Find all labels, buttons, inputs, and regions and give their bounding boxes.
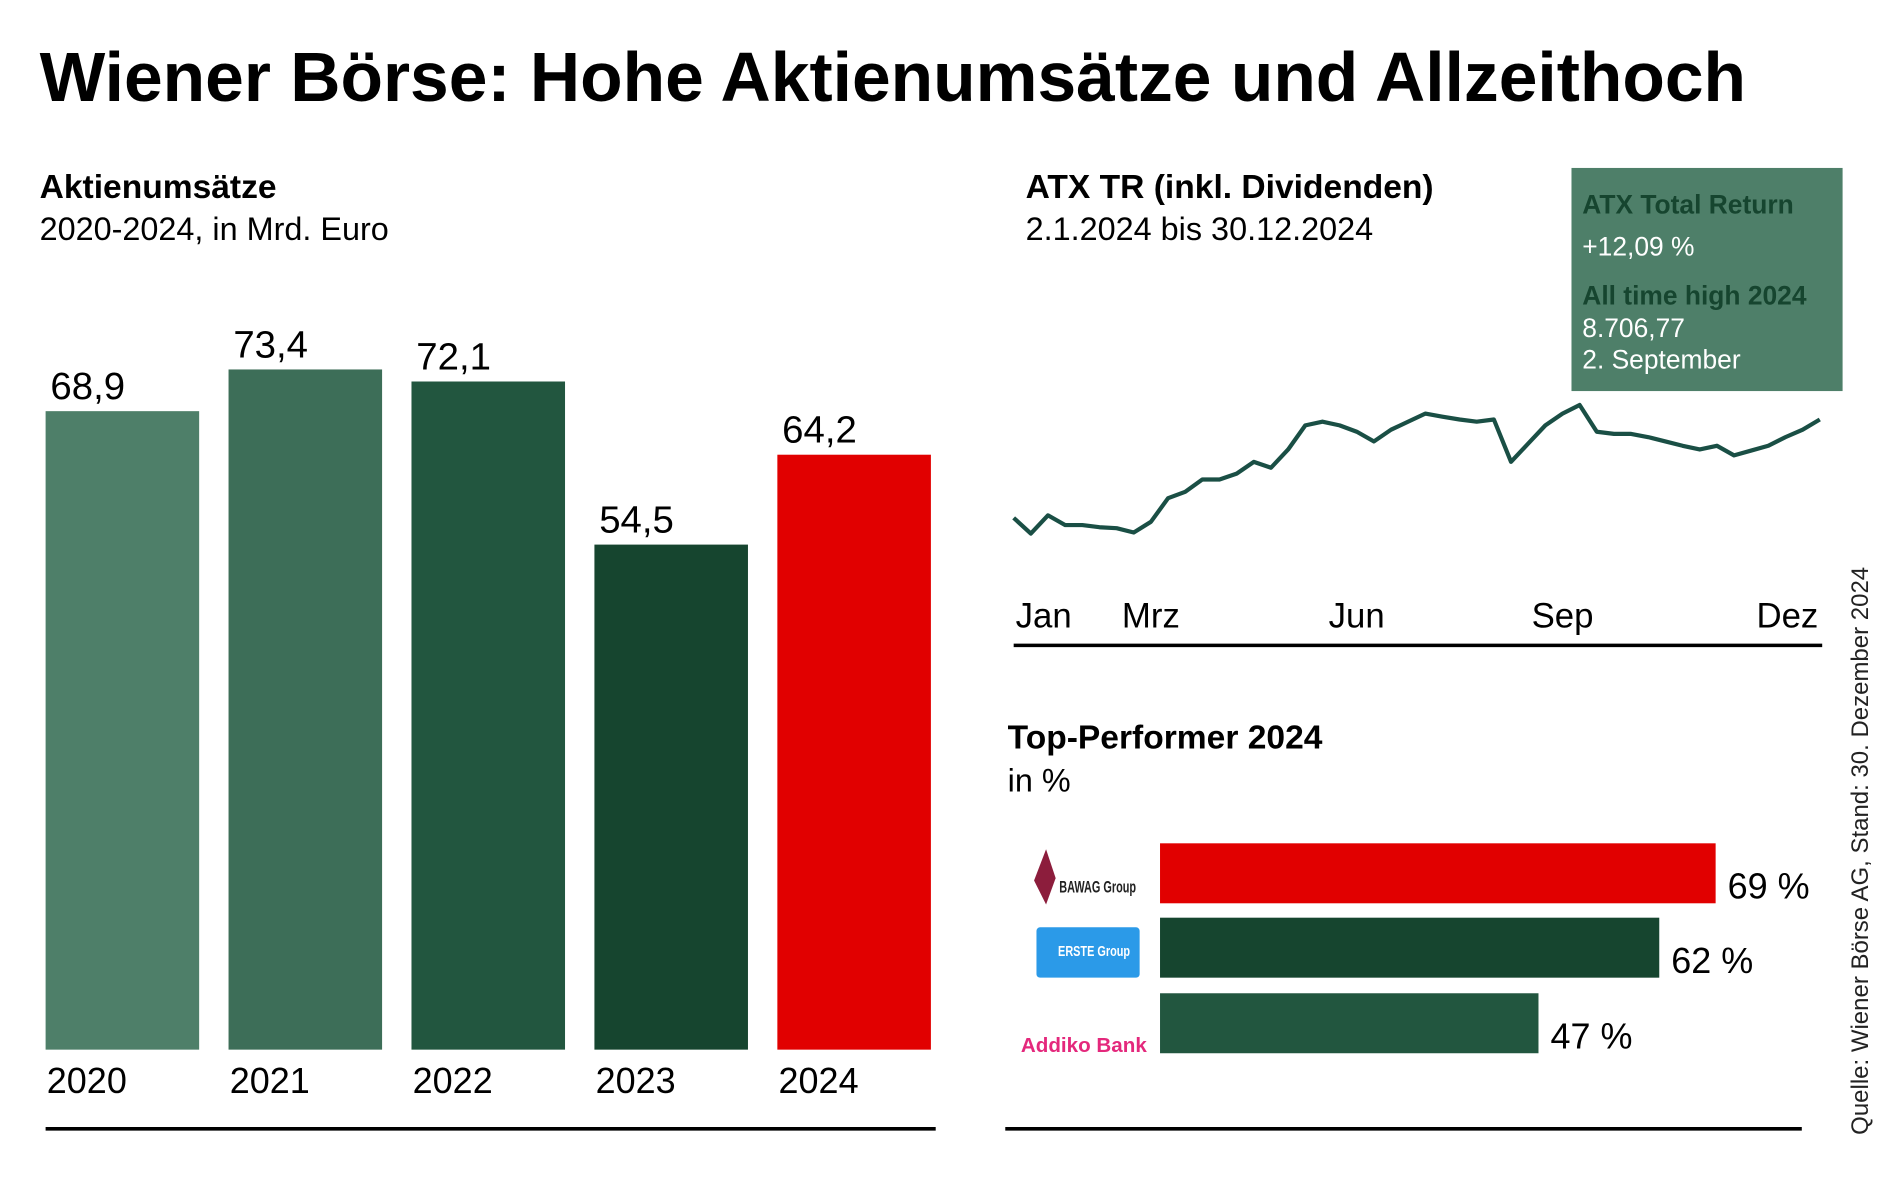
annotation: 8.706,77 bbox=[1582, 313, 1685, 343]
category-label: Addiko Bank bbox=[1021, 1035, 1148, 1057]
x-tick-label: Dez bbox=[1756, 597, 1818, 635]
value-label: 69 % bbox=[1728, 865, 1810, 906]
chart-subtitle: 2020-2024, in Mrd. Euro bbox=[40, 211, 389, 247]
x-tick-label: Sep bbox=[1532, 597, 1594, 635]
bar bbox=[1160, 843, 1716, 904]
bar bbox=[228, 369, 383, 1050]
line bbox=[1012, 402, 1821, 536]
annotation: ATX Total Return bbox=[1582, 190, 1793, 220]
x-tick-label: 2022 bbox=[413, 1060, 493, 1101]
main-title: Wiener Börse: Hohe Aktienumsätze und All… bbox=[40, 38, 1746, 116]
annotation: +12,09 % bbox=[1582, 232, 1694, 262]
chart-subtitle: in % bbox=[1008, 763, 1071, 799]
chart-title: Aktienumsätze bbox=[40, 169, 277, 206]
annotation: 2. September bbox=[1582, 344, 1741, 374]
chart-title: ATX TR (inkl. Dividenden) bbox=[1026, 169, 1434, 206]
value-label: 72,1 bbox=[416, 336, 491, 379]
value-label: 62 % bbox=[1671, 940, 1753, 981]
x-tick-label: Mrz bbox=[1122, 597, 1180, 635]
bar bbox=[777, 454, 931, 1050]
category-label: ERSTE Group bbox=[1058, 944, 1130, 960]
value-label: 68,9 bbox=[50, 365, 125, 408]
bar bbox=[45, 411, 200, 1050]
x-tick-label: 2023 bbox=[596, 1060, 676, 1101]
erste-logo bbox=[1036, 927, 1140, 978]
x-tick-label: 2024 bbox=[779, 1060, 859, 1101]
value-label: 54,5 bbox=[599, 499, 674, 542]
chart-subtitle: 2.1.2024 bis 30.12.2024 bbox=[1026, 211, 1373, 247]
x-tick-label: Jan bbox=[1016, 597, 1072, 635]
x-tick-label: 2020 bbox=[47, 1060, 127, 1101]
bar bbox=[594, 544, 748, 1050]
value-label: 47 % bbox=[1550, 1015, 1632, 1056]
value-label: 64,2 bbox=[782, 409, 857, 452]
x-tick-label: 2021 bbox=[230, 1060, 310, 1101]
x-tick-label: Jun bbox=[1329, 597, 1385, 635]
bawag-logo bbox=[1034, 849, 1056, 905]
source-note: Quelle: Wiener Börse AG, Stand: 30. Deze… bbox=[1847, 567, 1874, 1135]
value-label: 73,4 bbox=[233, 323, 308, 366]
chart-title: Top-Performer 2024 bbox=[1008, 720, 1323, 757]
annotation-box bbox=[1571, 167, 1843, 392]
bar bbox=[411, 381, 566, 1050]
bar bbox=[1160, 993, 1539, 1054]
bar bbox=[1160, 917, 1660, 978]
annotation: All time high 2024 bbox=[1582, 281, 1807, 311]
category-label: BAWAG Group bbox=[1059, 877, 1136, 896]
